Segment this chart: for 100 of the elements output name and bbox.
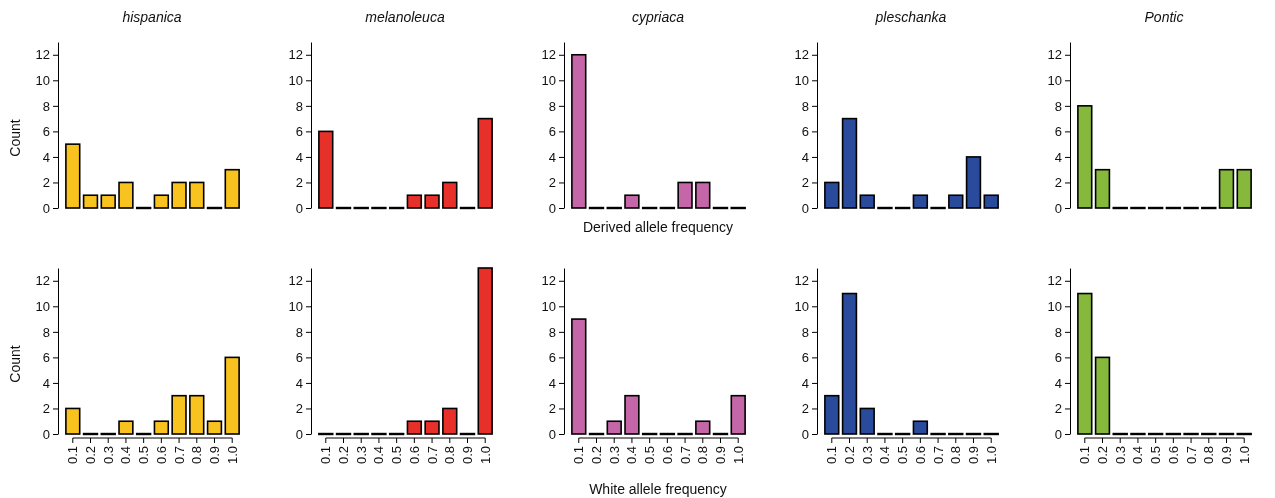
y-tick-label: 6	[548, 350, 556, 366]
x-tick-label: 0.3	[1112, 446, 1128, 465]
y-tick-label: 8	[1054, 324, 1062, 340]
y-tick-label: 8	[801, 98, 809, 114]
y-tick-label: 0	[548, 426, 556, 442]
y-tick-label: 2	[1054, 401, 1062, 417]
chart-title: pleschanka	[874, 9, 947, 25]
y-tick-label: 2	[295, 401, 303, 417]
y-tick-label: 0	[1054, 200, 1062, 216]
bar	[406, 194, 423, 209]
bar	[406, 420, 423, 435]
bar	[948, 194, 964, 209]
y-tick-label: 12	[288, 273, 303, 289]
bar	[171, 181, 187, 209]
chart-title: cypriaca	[631, 9, 685, 25]
bar	[1077, 292, 1093, 435]
y-tick-label: 8	[548, 98, 556, 114]
x-tick-label: 0.6	[406, 446, 422, 465]
x-tick-label: 0.7	[1183, 446, 1199, 465]
x-tick-label: 0.2	[589, 446, 605, 465]
y-tick-label: 10	[35, 72, 50, 88]
bar	[171, 394, 187, 435]
x-tick-label: 0.9	[966, 446, 982, 465]
x-tick-label: 0.4	[1130, 446, 1146, 465]
x-tick-label: 0.8	[948, 446, 964, 465]
x-tick-label: 0.5	[642, 446, 658, 465]
bar	[118, 420, 134, 435]
y-tick-label: 4	[801, 375, 809, 391]
y-tick-label: 6	[1054, 124, 1062, 140]
x-tick-label: 0.4	[624, 446, 640, 465]
bar	[224, 168, 240, 209]
y-tick-label: 2	[42, 401, 50, 417]
y-axis-title: Count	[7, 119, 23, 157]
y-tick-label: 8	[548, 324, 556, 340]
y-axis-title: Count	[7, 345, 23, 383]
x-tick-label: 0.6	[912, 446, 928, 465]
y-tick-label: 0	[548, 200, 556, 216]
y-tick-label: 8	[295, 98, 303, 114]
x-tick-label: 0.3	[859, 446, 875, 465]
y-tick-label: 10	[1047, 72, 1062, 88]
y-tick-label: 0	[42, 200, 50, 216]
y-tick-label: 8	[42, 324, 50, 340]
y-tick-label: 12	[1047, 273, 1062, 289]
y-tick-label: 2	[801, 175, 809, 191]
y-tick-label: 8	[42, 98, 50, 114]
y-tick-label: 10	[35, 298, 50, 314]
y-tick-label: 4	[548, 375, 556, 391]
y-tick-label: 2	[548, 401, 556, 417]
x-tick-label: 0.2	[1095, 446, 1111, 465]
y-tick-label: 10	[1047, 298, 1062, 314]
chart-title: Pontic	[1144, 9, 1184, 25]
bar	[912, 194, 929, 209]
x-tick-label: 0.7	[424, 446, 440, 465]
bar	[841, 292, 858, 435]
y-tick-label: 4	[295, 375, 303, 391]
bar	[730, 394, 746, 435]
y-tick-label: 4	[42, 149, 50, 165]
y-tick-label: 2	[295, 175, 303, 191]
x-tick-label: 0.2	[842, 446, 858, 465]
x-tick-label: 0.2	[336, 446, 352, 465]
y-tick-label: 12	[288, 47, 303, 63]
bar	[206, 420, 223, 435]
x-tick-label: 0.4	[371, 446, 387, 465]
y-tick-label: 2	[1054, 175, 1062, 191]
bar	[859, 194, 875, 209]
bar	[912, 420, 929, 435]
x-tick-label: 0.3	[606, 446, 622, 465]
x-tick-label: 0.5	[895, 446, 911, 465]
y-tick-label: 6	[1054, 350, 1062, 366]
x-tick-label: 0.9	[460, 446, 476, 465]
y-tick-label: 4	[295, 149, 303, 165]
bar	[118, 181, 134, 209]
x-tick-label: 0.6	[153, 446, 169, 465]
bar	[100, 194, 116, 209]
x-tick-label: 0.4	[118, 446, 134, 465]
y-tick-label: 6	[548, 124, 556, 140]
y-tick-label: 4	[1054, 375, 1062, 391]
bar	[859, 407, 875, 435]
bar	[1218, 168, 1235, 209]
x-tick-label: 0.7	[930, 446, 946, 465]
bar	[695, 181, 711, 209]
bar	[224, 356, 240, 435]
y-tick-label: 4	[1054, 149, 1062, 165]
x-tick-label: 0.8	[695, 446, 711, 465]
bar	[442, 407, 458, 435]
x-tick-label: 1.0	[1236, 446, 1252, 465]
x-tick-label: 0.8	[442, 446, 458, 465]
bar	[65, 407, 81, 435]
y-tick-label: 2	[548, 175, 556, 191]
y-tick-label: 10	[541, 298, 556, 314]
y-tick-label: 10	[288, 72, 303, 88]
x-tick-label: 0.9	[713, 446, 729, 465]
y-tick-label: 0	[1054, 426, 1062, 442]
y-tick-label: 12	[541, 273, 556, 289]
x-tick-label: 0.8	[1201, 446, 1217, 465]
x-tick-label: 0.5	[1148, 446, 1164, 465]
x-tick-label: 1.0	[477, 446, 493, 465]
bar	[318, 130, 334, 209]
y-tick-label: 4	[42, 375, 50, 391]
y-tick-label: 2	[801, 401, 809, 417]
